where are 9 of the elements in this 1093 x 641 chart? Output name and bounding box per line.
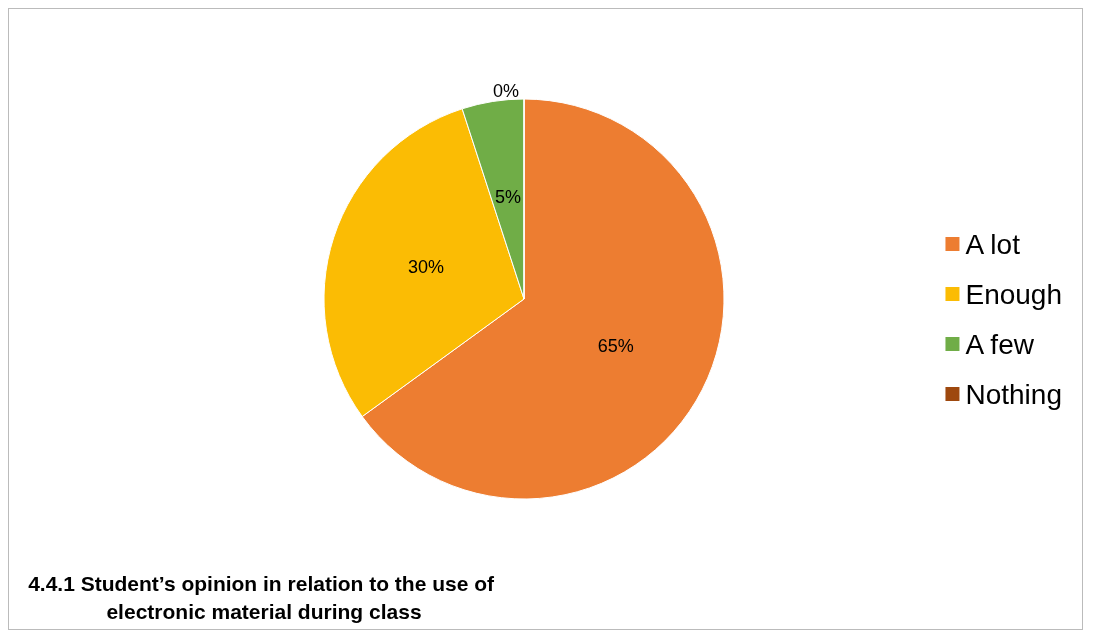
legend-label: A lot — [965, 228, 1021, 260]
data-label: 30% — [408, 257, 445, 278]
text: 0% — [492, 81, 519, 101]
text: 4.4.1 Student’s opinion in relation to the use of electronic material during class — [28, 571, 500, 623]
legend-label: A few — [965, 328, 1035, 360]
legend-label: Nothing — [965, 378, 1062, 410]
legend-label: Enough — [965, 278, 1063, 310]
data-label: 65% — [597, 335, 634, 356]
data-label: 5% — [494, 187, 521, 208]
